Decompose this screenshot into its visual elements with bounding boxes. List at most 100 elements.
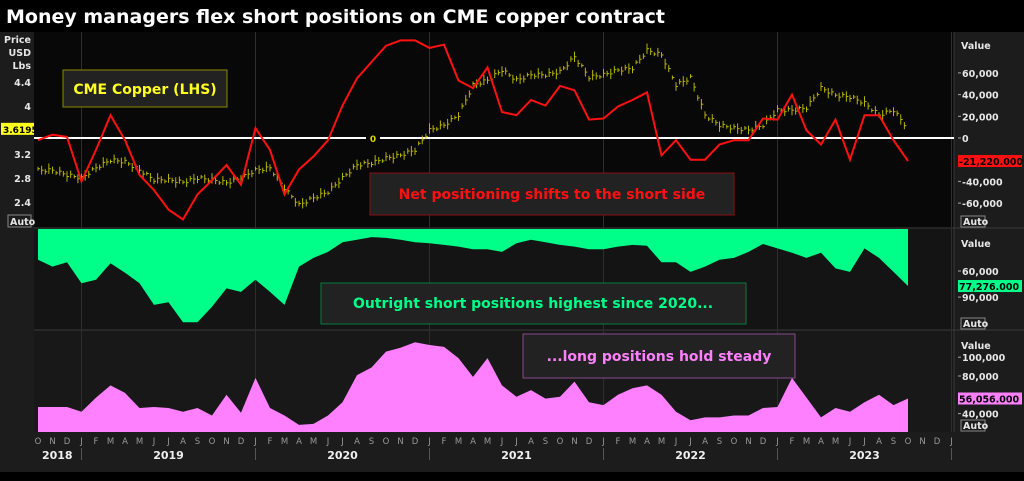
short-current-bg [958,280,1022,293]
right-axis-tick: 0 [962,134,969,145]
annotation-short: Outright short positions highest since 2… [320,282,747,325]
month-tick: J [848,437,852,447]
year-label: 2020 [327,449,358,462]
month-tick: M [455,437,462,447]
long-positions-area [38,342,908,432]
month-tick: A [180,437,186,447]
annotation-long-text: ...long positions hold steady [547,349,772,365]
right-axis-tick: -60,000 [962,199,1003,210]
long-current-value: 56,056.000 [959,395,1019,406]
month-tick: J [340,437,344,447]
right-axis-tick: 60,000 [962,69,999,80]
month-tick: D [934,437,941,447]
auto-button [960,419,986,432]
zero-label-bg [366,132,380,144]
month-tick: M [281,437,288,447]
auto-button-label: Auto [963,319,989,330]
month-tick: D [760,437,767,447]
auto-button-label: Auto [10,217,36,228]
left-axis-tick: 2.4 [14,198,31,209]
month-tick: F [790,437,795,447]
left-axis-tick: 4.4 [14,78,31,89]
net-positioning-line [37,39,909,221]
right-axis-label: Value [961,239,991,250]
auto-button [7,214,32,228]
annotation-short-text: Outright short positions highest since 2… [353,296,713,312]
month-tick: D [586,437,593,447]
auto-button-label: Auto [963,421,989,432]
month-tick: M [484,437,491,447]
left-axis-current-bg [1,122,34,135]
month-tick: N [571,437,577,447]
right-axis-tick: -40,000 [962,177,1003,188]
right-axis-tick: 60,000 [962,267,999,278]
month-tick: J [427,437,431,447]
auto-button [960,317,986,330]
month-tick: D [412,437,419,447]
annotation-long: ...long positions hold steady [522,333,796,379]
left-axis-tick: 2.8 [14,174,31,185]
month-tick: A [470,437,476,447]
month-tick: N [745,437,751,447]
month-tick: D [64,437,71,447]
month-tick: J [166,437,170,447]
right-axis-tick: 40,000 [962,410,999,421]
month-tick: O [383,437,390,447]
annotation-copper: CME Copper (LHS) [62,69,228,108]
left-axis-tick: 4 [24,102,31,113]
right-axis-tick: 20,000 [962,112,999,123]
month-tick: O [557,437,564,447]
net-current-value: -21,220.000 [959,157,1023,168]
month-tick: A [702,437,708,447]
right-axis-label: Value [961,341,991,352]
left-axis-label: Lbs [12,61,31,72]
left-axis-label: Price [4,35,31,46]
short-positions-area [38,229,908,323]
net-current-bg [958,155,1022,168]
annotation-net: Net positioning shifts to the short side [369,172,735,216]
year-label: 2021 [501,449,532,462]
right-axis-tick: 40,000 [962,91,999,102]
month-tick: S [195,437,200,447]
month-tick: A [644,437,650,447]
month-tick: S [717,437,722,447]
chart-title: Money managers flex short positions on C… [6,6,665,28]
month-tick: J [862,437,866,447]
month-tick: J [326,437,330,447]
month-tick: F [616,437,621,447]
right-axis-label: Value [961,41,991,52]
month-tick: A [528,437,534,447]
month-tick: J [253,437,257,447]
auto-button [960,215,986,228]
month-tick: N [397,437,403,447]
month-tick: N [919,437,925,447]
month-tick: J [500,437,504,447]
annotation-copper-text: CME Copper (LHS) [73,82,216,98]
month-tick: M [658,437,665,447]
month-tick: S [543,437,548,447]
left-axis-label: USD [9,48,32,59]
month-tick: J [674,437,678,447]
year-label: 2019 [153,449,184,462]
month-tick: F [268,437,273,447]
month-tick: J [775,437,779,447]
month-tick: M [107,437,114,447]
month-tick: O [905,437,912,447]
month-tick: M [803,437,810,447]
month-tick: O [209,437,216,447]
month-tick: J [514,437,518,447]
month-tick: A [122,437,128,447]
year-label: 2022 [675,449,706,462]
month-tick: M [629,437,636,447]
month-tick: D [238,437,245,447]
month-tick: N [223,437,229,447]
month-tick: A [296,437,302,447]
month-tick: S [891,437,896,447]
month-tick: A [354,437,360,447]
month-tick: M [832,437,839,447]
month-tick: J [79,437,83,447]
annotation-net-text: Net positioning shifts to the short side [399,187,706,203]
year-label: 2018 [42,449,73,462]
month-tick: J [688,437,692,447]
